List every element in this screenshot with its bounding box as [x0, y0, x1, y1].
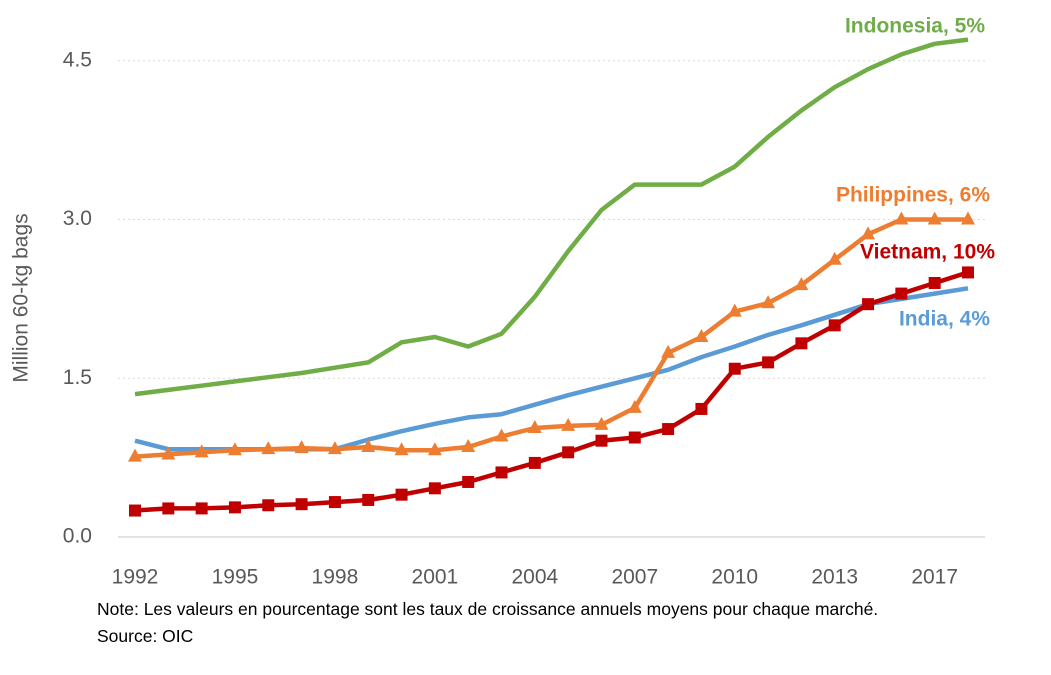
marker: [828, 319, 841, 332]
y-axis-label: Million 60-kg bags: [10, 213, 33, 382]
marker: [362, 493, 375, 506]
y-tick-label: 0.0: [63, 525, 92, 548]
marker: [161, 446, 176, 460]
marker: [728, 362, 741, 375]
marker: [394, 442, 409, 456]
marker: [262, 499, 275, 512]
marker: [662, 423, 675, 436]
series-label: Philippines, 6%: [836, 184, 990, 207]
marker: [661, 344, 676, 358]
series-label: Vietnam, 10%: [860, 241, 995, 264]
marker: [295, 498, 308, 511]
marker: [227, 442, 242, 456]
marker: [294, 440, 309, 454]
series-line: [134, 217, 968, 459]
marker: [694, 328, 709, 342]
marker: [327, 441, 342, 455]
marker: [461, 439, 476, 453]
marker: [628, 431, 641, 444]
marker: [361, 439, 376, 453]
x-tick-label: 2013: [811, 566, 858, 589]
marker: [961, 211, 975, 225]
marker: [195, 502, 208, 515]
series-label: India, 4%: [899, 308, 990, 331]
x-tick-label: 2017: [911, 566, 958, 589]
marker: [261, 441, 276, 455]
marker: [895, 287, 908, 300]
x-tick-label: 2004: [511, 566, 558, 589]
y-tick-label: 4.5: [63, 48, 92, 71]
chart: Million 60-kg bags 0.0 1.5 3.0 4.5 1992 1995 1…: [10, 15, 996, 589]
marker: [462, 475, 475, 488]
marker: [695, 402, 708, 415]
marker: [129, 504, 141, 517]
marker: [228, 501, 241, 514]
marker: [594, 416, 609, 430]
series-line: [134, 37, 969, 397]
marker: [928, 277, 941, 289]
marker: [428, 482, 441, 495]
marker: [862, 298, 875, 311]
x-tick-label: 1995: [212, 566, 259, 589]
marker: [727, 303, 742, 317]
marker: [762, 356, 775, 369]
series-line: [134, 270, 969, 513]
x-tick-label: 1998: [312, 566, 359, 589]
marker: [627, 399, 642, 413]
marker: [794, 277, 809, 291]
marker: [962, 266, 974, 279]
note: Note: Les valeurs en pourcentage sont le…: [97, 599, 879, 619]
marker: [162, 502, 175, 515]
marker: [761, 295, 776, 309]
marker: [494, 428, 509, 442]
marker: [328, 496, 341, 509]
marker: [495, 466, 508, 479]
x-tick-label: 2001: [412, 566, 459, 589]
marker: [894, 211, 909, 225]
source: Source: OIC: [97, 626, 194, 646]
marker: [927, 211, 942, 225]
marker: [827, 251, 842, 265]
marker: [395, 488, 408, 501]
y-tick-label: 1.5: [63, 366, 92, 389]
series-label: Indonesia, 5%: [845, 15, 985, 38]
marker: [861, 226, 876, 240]
x-tick-label: 1992: [112, 566, 159, 589]
x-tick-label: 2010: [711, 566, 758, 589]
marker: [527, 419, 542, 433]
marker: [128, 448, 142, 462]
y-tick-label: 3.0: [63, 207, 92, 230]
marker: [562, 446, 575, 459]
marker: [595, 434, 608, 447]
marker: [194, 444, 209, 458]
x-tick-label: 2007: [611, 566, 658, 589]
notes: Note: Les valeurs en pourcentage sont le…: [97, 596, 997, 650]
marker: [561, 417, 576, 431]
marker: [795, 337, 808, 350]
marker: [528, 456, 541, 469]
marker: [427, 442, 442, 456]
